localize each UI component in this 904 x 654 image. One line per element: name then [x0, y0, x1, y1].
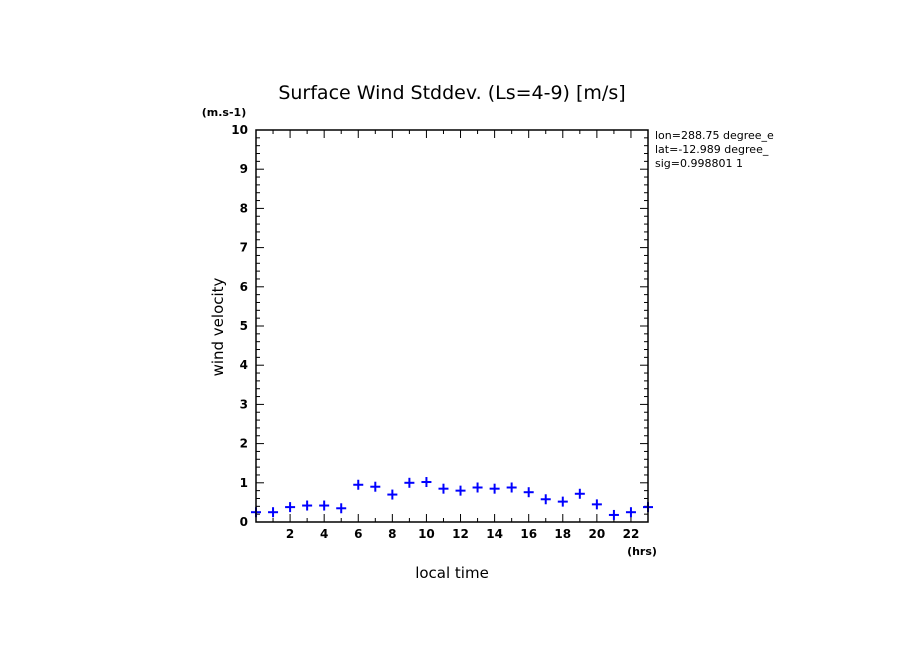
- info-clip-mask: [780, 126, 904, 174]
- data-point: [353, 479, 364, 490]
- x-tick-label: 8: [388, 527, 396, 541]
- data-point: [370, 481, 381, 492]
- data-point: [523, 487, 534, 498]
- x-tick-label: 12: [452, 527, 469, 541]
- x-tick-label: 20: [589, 527, 606, 541]
- data-point: [455, 485, 466, 496]
- x-tick-label: 18: [554, 527, 571, 541]
- y-tick-label: 4: [240, 358, 248, 372]
- info-block: lon=288.75 degree_e lat=-12.989 degree_ …: [655, 129, 774, 170]
- x-tick-label: 22: [623, 527, 640, 541]
- y-tick-label: 2: [240, 437, 248, 451]
- x-tick-label: 4: [320, 527, 328, 541]
- data-point: [472, 482, 483, 493]
- data-point: [506, 482, 517, 493]
- y-tick-label: 10: [231, 123, 248, 137]
- x-axis-label: local time: [415, 564, 489, 582]
- data-point: [625, 507, 636, 518]
- data-point: [404, 477, 415, 488]
- x-tick-label: 16: [520, 527, 537, 541]
- x-tick-label: 2: [286, 527, 294, 541]
- data-point: [285, 502, 296, 513]
- x-tick-label: 6: [354, 527, 362, 541]
- chart-title: Surface Wind Stddev. (Ls=4-9) [m/s]: [278, 82, 625, 104]
- y-tick-label: 7: [240, 241, 248, 255]
- y-tick-label: 0: [240, 515, 248, 529]
- data-point: [319, 500, 330, 511]
- data-point: [387, 489, 398, 500]
- info-line-lon: lon=288.75 degree_e: [655, 129, 774, 142]
- data-point: [302, 500, 313, 511]
- y-unit-label: (m.s-1): [202, 106, 246, 119]
- data-points: [251, 477, 653, 520]
- info-line-lat: lat=-12.989 degree_: [655, 143, 769, 156]
- data-point: [438, 483, 449, 494]
- plot-frame: [255, 129, 649, 523]
- data-point: [574, 488, 585, 499]
- data-point: [557, 496, 568, 507]
- axis-ticks: [255, 129, 649, 523]
- data-point: [489, 483, 500, 494]
- y-tick-label: 6: [240, 280, 248, 294]
- data-point: [268, 507, 279, 518]
- x-tick-label: 10: [418, 527, 435, 541]
- x-unit-label: (hrs): [627, 545, 657, 558]
- y-tick-label: 8: [240, 201, 248, 215]
- data-point: [591, 499, 602, 510]
- data-point: [336, 503, 347, 514]
- y-tick-label: 9: [240, 162, 248, 176]
- y-tick-label: 1: [240, 476, 248, 490]
- y-tick-label: 3: [240, 397, 248, 411]
- y-axis-label: wind velocity: [209, 277, 227, 376]
- data-point: [608, 509, 619, 520]
- info-line-sig: sig=0.998801 1: [655, 157, 743, 170]
- x-tick-label: 14: [486, 527, 503, 541]
- y-tick-label: 5: [240, 319, 248, 333]
- data-point: [540, 494, 551, 505]
- data-point: [421, 477, 432, 488]
